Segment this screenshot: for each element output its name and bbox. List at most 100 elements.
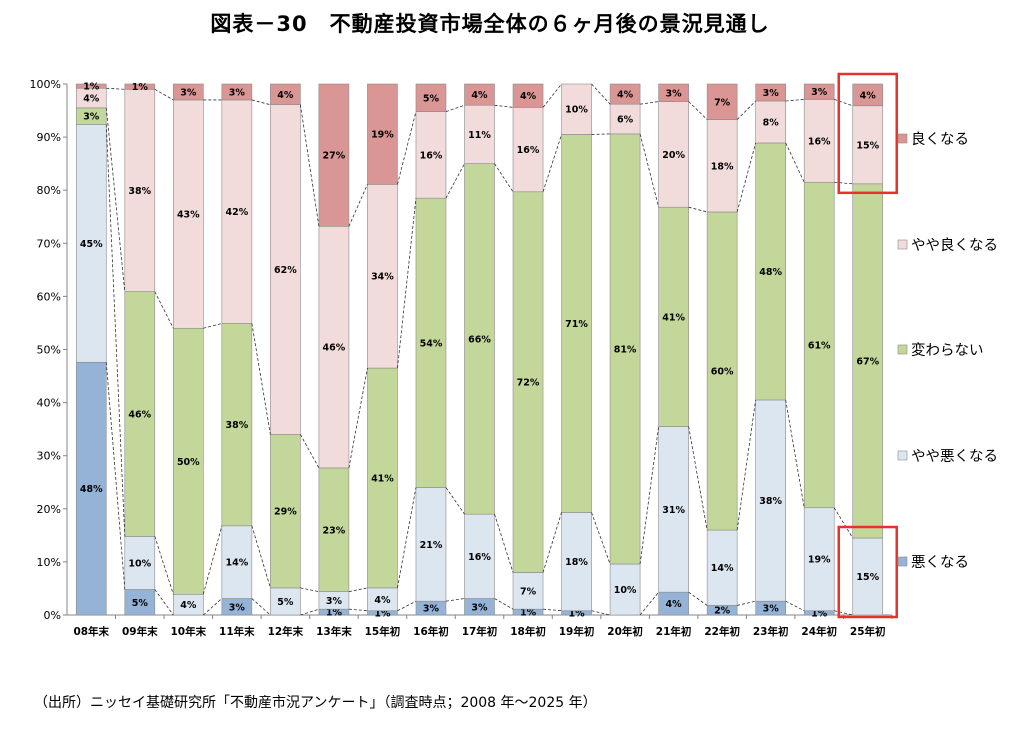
y-tick-label: 0% [44, 609, 61, 622]
series-connector-line [445, 598, 465, 602]
data-label: 23% [323, 525, 346, 536]
data-label: 8% [763, 117, 780, 128]
data-label: 38% [225, 420, 248, 431]
data-label: 48% [759, 267, 782, 278]
bar-segment [367, 184, 398, 369]
series-connector-line [542, 134, 562, 192]
data-label: 3% [326, 596, 343, 607]
series-connector-line [494, 598, 514, 610]
legend-swatch [897, 133, 908, 144]
data-label: 4% [277, 90, 294, 101]
series-connector-line [203, 323, 222, 329]
bar-segment [561, 134, 592, 513]
data-label: 18% [711, 161, 734, 172]
data-label: 4% [860, 90, 877, 101]
x-tick-label: 19年初 [559, 625, 595, 638]
bar-segment [852, 83, 884, 107]
y-tick-label: 100% [30, 78, 61, 91]
bar-segment [75, 83, 107, 89]
data-label: 3% [180, 87, 197, 98]
data-label: 16% [468, 552, 491, 563]
bar-segment [706, 83, 738, 120]
y-tick-label: 30% [37, 450, 61, 463]
bar-segment [270, 104, 301, 435]
data-label: 3% [763, 604, 780, 615]
series-connector-line [348, 368, 368, 468]
y-tick-label: 20% [37, 503, 61, 516]
data-label: 1% [568, 608, 585, 619]
bar-segment [803, 507, 835, 612]
series-connector-line [688, 426, 708, 531]
series-connector-line [542, 512, 562, 573]
series-connector-line [300, 608, 320, 616]
bar-segment [221, 525, 253, 599]
series-connector-line [736, 399, 757, 531]
data-label: 62% [274, 265, 297, 276]
x-tick-label: 12年末 [268, 625, 304, 638]
bar-segment [706, 529, 738, 606]
bar-segment [755, 399, 786, 602]
y-tick-label: 40% [37, 397, 61, 410]
bar-segment [464, 163, 495, 515]
data-label: 3% [229, 602, 246, 613]
series-connector-line [105, 107, 126, 292]
data-label: 1% [374, 608, 391, 619]
data-label: 66% [468, 334, 491, 345]
bar-segment [706, 119, 738, 213]
series-connector-line [397, 111, 417, 185]
data-label: 45% [80, 239, 103, 250]
data-label: 3% [229, 87, 246, 98]
highlight-box [837, 525, 898, 619]
data-label: 3% [666, 88, 683, 99]
series-connector-line [105, 124, 126, 537]
bar-segment [609, 83, 641, 105]
bar-segment [124, 83, 156, 90]
series-connector-line [154, 536, 174, 595]
data-label: 34% [371, 272, 394, 283]
bar-segment [221, 323, 253, 527]
x-tick-label: 10年末 [171, 625, 207, 638]
data-label: 46% [128, 410, 151, 421]
bar-segment [75, 124, 107, 363]
data-label: 7% [520, 586, 537, 597]
series-connector-line [203, 598, 223, 616]
data-label: 3% [763, 88, 780, 99]
series-connector-line [300, 434, 320, 469]
series-connector-line [348, 608, 368, 612]
data-label: 6% [617, 115, 634, 126]
highlight-box [837, 72, 898, 195]
data-label: 61% [808, 340, 831, 351]
data-label: 1% [132, 82, 149, 93]
bar-segment [270, 83, 301, 106]
series-connector-line [251, 323, 271, 435]
series-connector-line [445, 487, 465, 515]
data-label: 41% [662, 312, 685, 323]
series-connector-line [736, 100, 756, 120]
data-label: 41% [371, 474, 394, 485]
x-tick-label: 23年初 [753, 625, 789, 638]
series-connector-line [591, 512, 611, 565]
series-connector-line [154, 88, 174, 101]
data-label: 1% [83, 82, 100, 93]
bar-segment [124, 589, 156, 616]
legend-swatch [897, 450, 908, 461]
series-connector-line [105, 362, 126, 590]
series-connector-line [688, 206, 708, 213]
series-connector-line [640, 101, 659, 105]
bar-segment [803, 99, 835, 183]
x-tick-label: 25年初 [850, 625, 886, 638]
bar-segment [512, 107, 544, 193]
bar-segment [852, 537, 884, 616]
bar-segment [464, 104, 495, 164]
bar-segment [124, 89, 156, 292]
y-tick-label: 60% [37, 290, 61, 303]
data-label: 19% [808, 555, 831, 566]
data-label: 16% [808, 136, 831, 147]
series-connector-line [639, 426, 660, 565]
bar-segment [221, 99, 253, 324]
bar-segment [464, 513, 495, 599]
bar-segment [852, 105, 884, 185]
legend-label: やや良くなる [911, 237, 998, 254]
series-connector-line [397, 198, 417, 369]
